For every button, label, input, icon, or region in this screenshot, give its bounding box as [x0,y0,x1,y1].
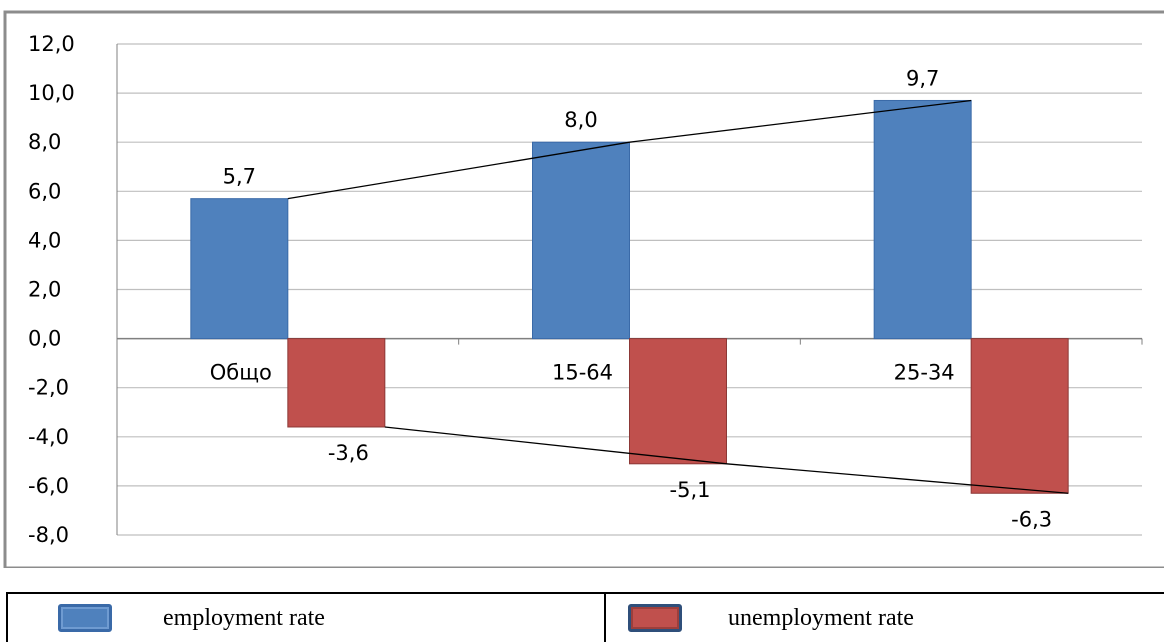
category-label: 25-34 [894,361,955,385]
y-tick-label: 6,0 [28,179,61,203]
legend-item-unemployment: unemployment rate [606,594,1164,642]
employment-swatch [58,604,112,632]
y-tick-label: -4,0 [28,425,69,449]
data-label: 9,7 [906,66,939,90]
trend-line [287,99,972,200]
data-label: 5,7 [223,165,256,189]
y-tick-label: 4,0 [28,228,61,252]
legend-label-employment: employment rate [163,605,325,631]
trend-line [384,426,1069,494]
bar-employment [190,198,289,340]
category-label: Общо [210,361,272,385]
legend: employment rate unemployment rate [6,592,1164,642]
y-tick-label: -6,0 [28,474,69,498]
data-label: -3,6 [328,441,369,465]
y-tick-label: 10,0 [28,81,75,105]
data-label: -5,1 [670,478,711,502]
data-label: -6,3 [1011,507,1052,531]
chart-frame: 12,0 10,0 8,0 6,0 4,0 2,0 0,0 -2,0 -4,0 -6,0 -8,0 … [3,10,1164,570]
bar-unemployment [287,338,386,428]
bar-employment [873,99,972,340]
chart-svg: 12,010,08,06,04,02,00,0-2,0-4,0-6,0-8,0 … [3,10,1164,570]
category-label: 15-64 [552,361,613,385]
y-tick-label: 0,0 [28,327,61,351]
y-tick-label: 8,0 [28,130,61,154]
data-label: 8,0 [564,108,597,132]
legend-item-employment: employment rate [8,594,606,642]
y-tick-label: 12,0 [28,32,75,56]
bar-employment [532,141,630,340]
bar-unemployment [970,338,1069,494]
legend-label-unemployment: unemployment rate [728,605,914,631]
y-tick-label: 2,0 [28,278,61,302]
y-tick-label: -2,0 [28,376,69,400]
unemployment-swatch [628,604,682,632]
bar-unemployment [629,338,727,465]
y-tick-label: -8,0 [28,523,69,547]
